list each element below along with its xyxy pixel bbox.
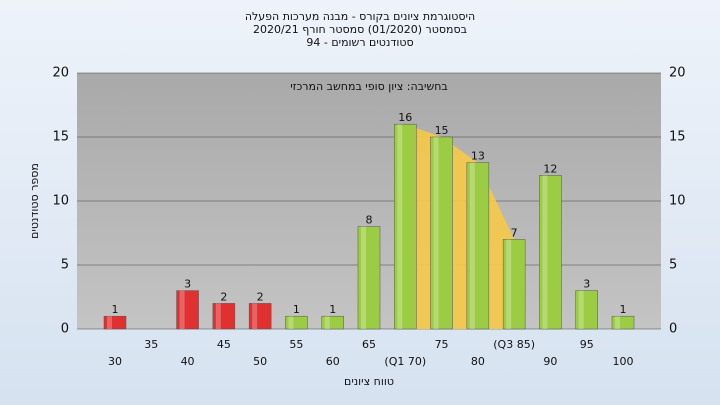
x-tick-label: 45 [217,338,231,351]
bar [466,162,490,330]
x-tick-label: 95 [580,338,594,351]
y2-tick-label: 15 [669,130,686,145]
data-label: 16 [398,111,412,124]
bar [611,315,635,330]
x-tick-label: 75 [435,338,449,351]
y-tick-label: 0 [61,322,69,337]
x-tick-label: 55 [289,338,303,351]
data-label: 2 [220,290,227,303]
x-tick-label: 50 [253,355,267,368]
y2-tick-label: 0 [669,322,677,337]
bar-highlight [469,162,475,329]
data-label: 2 [257,290,264,303]
data-label: 15 [435,124,449,137]
x-tick-label: 40 [181,355,195,368]
bar-highlight [542,175,548,329]
bar-highlight [288,316,294,329]
x-tick-label: (Q3 85) [493,338,535,351]
bar-highlight [506,239,512,329]
data-label: 3 [583,278,590,291]
bar-highlight [324,316,330,329]
data-label: 1 [620,303,627,316]
bar [176,290,199,330]
bar-highlight [615,316,620,329]
x-tick-label: 35 [144,338,158,351]
bar [248,303,272,330]
bar [502,239,526,330]
bar-highlight [433,137,439,329]
bar-highlight [397,124,403,329]
data-label: 1 [329,303,336,316]
bar [357,226,381,330]
x-tick-label: 30 [108,355,122,368]
bar [394,123,417,330]
x-tick-label: 90 [543,355,557,368]
chart-title: היסטוגרמת ציונים בקורס - מבנה מערכות הפע… [245,10,475,23]
y-tick-label: 5 [61,258,69,273]
annotation: בחשיבה: ציון סופי במחשב המרכזי [290,80,448,93]
data-label: 8 [366,214,373,227]
y-tick-label: 15 [52,130,69,145]
bar [575,290,598,330]
y-axis-label: מספר סטודנטים [28,163,41,239]
data-label: 1 [112,303,119,316]
x-tick-label: (Q1 70) [384,355,426,368]
y2-tick-label: 5 [669,258,677,273]
data-label: 13 [471,150,485,163]
data-label: 1 [293,303,300,316]
bar [285,315,308,330]
bar [321,315,344,330]
chart-subtitle: סטודנטים רשומים - 94 [306,36,413,49]
bar-highlight [215,303,221,329]
data-label: 12 [543,162,557,175]
bar [103,315,127,330]
bar [212,303,236,330]
x-axis-label: טווח ציונים [344,375,394,388]
x-tick-label: 100 [613,355,634,368]
data-label: 7 [511,226,518,239]
bar-highlight [578,290,584,329]
x-tick-label: 80 [471,355,485,368]
chart-subtitle: בסמסטר (01/2020) סמסטר חורף 2020/21 [253,23,467,36]
bar-highlight [179,290,185,329]
y2-tick-label: 10 [669,194,686,209]
bar [539,175,562,330]
x-tick-label: 65 [362,338,376,351]
bar [430,136,453,330]
y-tick-label: 10 [52,194,69,209]
y-tick-label: 20 [52,66,69,81]
bar-highlight [252,303,258,329]
data-label: 3 [184,278,191,291]
bar-highlight [361,226,366,329]
x-tick-label: 60 [326,355,340,368]
y2-tick-label: 20 [669,66,686,81]
bar-highlight [107,316,112,329]
